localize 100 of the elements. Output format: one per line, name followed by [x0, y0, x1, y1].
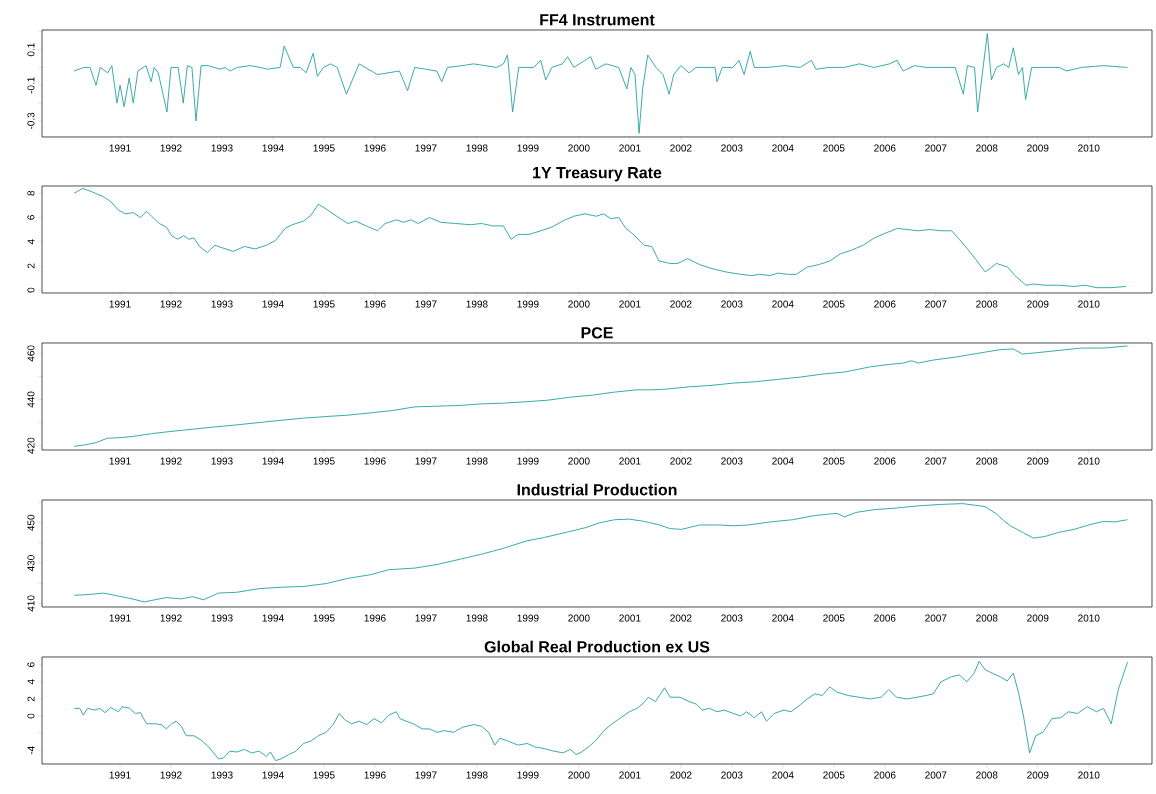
y-tick-label: 410 — [27, 595, 35, 612]
x-tick-label: 2005 — [823, 771, 845, 779]
x-tick-label: 1999 — [517, 144, 539, 152]
x-tick-label: 1991 — [109, 144, 131, 152]
y-tick-label: 4 — [27, 239, 35, 245]
x-tick-label: 2009 — [1027, 300, 1049, 308]
x-tick-label: 1997 — [415, 457, 437, 465]
x-tick-label: 1991 — [109, 300, 131, 308]
x-tick-label: 1997 — [415, 771, 437, 779]
x-tick-label: 2000 — [568, 771, 590, 779]
x-tick-label: 1998 — [466, 771, 488, 779]
x-tick-label: 2000 — [568, 300, 590, 308]
x-tick-label: 2010 — [1078, 614, 1100, 622]
x-tick-label: 2009 — [1027, 614, 1049, 622]
x-tick-label: 1997 — [415, 300, 437, 308]
chart-title: FF4 Instrument — [540, 14, 655, 26]
x-tick-label: 2009 — [1027, 144, 1049, 152]
x-tick-label: 1997 — [415, 614, 437, 622]
x-tick-label: 1993 — [211, 300, 233, 308]
x-tick-label: 2004 — [772, 614, 794, 622]
x-tick-label: 2000 — [568, 457, 590, 465]
x-tick-label: 2004 — [772, 457, 794, 465]
x-tick-label: 1994 — [262, 457, 284, 465]
x-tick-label: 2004 — [772, 144, 794, 152]
x-tick-label: 2002 — [670, 457, 692, 465]
y-tick-label: 6 — [27, 215, 35, 220]
x-tick-label: 1992 — [160, 144, 182, 152]
x-tick-label: 2008 — [976, 144, 998, 152]
x-tick-label: 1992 — [160, 614, 182, 622]
x-tick-label: 1992 — [160, 300, 182, 308]
x-tick-label: 1998 — [466, 144, 488, 152]
chart-title: PCE — [581, 327, 613, 339]
x-tick-label: 1998 — [466, 614, 488, 622]
x-tick-label: 1997 — [415, 144, 437, 152]
y-tick-label: 8 — [27, 190, 35, 196]
x-tick-label: 1999 — [517, 457, 539, 465]
x-tick-label: 2007 — [925, 457, 947, 465]
x-tick-label: 1992 — [160, 771, 182, 779]
chart-title: Industrial Production — [517, 483, 677, 496]
x-tick-label: 2004 — [772, 771, 794, 779]
x-tick-label: 1991 — [109, 457, 131, 465]
x-tick-label: 1991 — [109, 771, 131, 779]
x-tick-label: 2007 — [925, 614, 947, 622]
x-tick-label: 2006 — [874, 614, 896, 622]
y-tick-label: 450 — [27, 514, 35, 531]
x-tick-label: 2009 — [1027, 457, 1049, 465]
x-tick-label: 1995 — [313, 614, 335, 622]
y-tick-label: 430 — [27, 555, 35, 572]
x-tick-label: 2005 — [823, 457, 845, 465]
x-tick-label: 1996 — [364, 457, 386, 465]
x-tick-label: 1991 — [109, 614, 131, 622]
x-tick-label: 1993 — [211, 771, 233, 779]
x-tick-label: 2006 — [874, 457, 896, 465]
x-tick-label: 2005 — [823, 300, 845, 308]
line-series — [73, 660, 1128, 762]
x-tick-label: 2001 — [619, 144, 641, 152]
x-tick-label: 2007 — [925, 144, 947, 152]
x-tick-label: 2008 — [976, 457, 998, 465]
y-tick-label: -0.1 — [27, 77, 35, 94]
x-tick-label: 1996 — [364, 614, 386, 622]
x-tick-label: 2002 — [670, 771, 692, 779]
line-series — [73, 503, 1128, 603]
x-tick-label: 1994 — [262, 144, 284, 152]
y-tick-label: 6 — [27, 662, 35, 667]
x-tick-label: 1994 — [262, 300, 284, 308]
x-tick-label: 1995 — [313, 144, 335, 152]
x-tick-label: 1995 — [313, 457, 335, 465]
x-tick-label: 1999 — [517, 771, 539, 779]
y-tick-label: 0 — [27, 713, 35, 719]
x-tick-label: 2003 — [721, 771, 743, 779]
x-tick-label: 1993 — [211, 457, 233, 465]
y-tick-label: 0.1 — [27, 43, 35, 57]
x-tick-label: 1992 — [160, 457, 182, 465]
x-tick-label: 2007 — [925, 300, 947, 308]
x-tick-label: 2008 — [976, 771, 998, 779]
x-tick-label: 2001 — [619, 457, 641, 465]
x-tick-label: 2010 — [1078, 144, 1100, 152]
x-tick-label: 2003 — [721, 144, 743, 152]
x-tick-label: 2005 — [823, 614, 845, 622]
x-tick-label: 2008 — [976, 300, 998, 308]
x-tick-label: 1999 — [517, 300, 539, 308]
x-tick-label: 1998 — [466, 457, 488, 465]
x-tick-label: 1993 — [211, 614, 233, 622]
x-tick-label: 2010 — [1078, 300, 1100, 308]
x-tick-label: 2000 — [568, 144, 590, 152]
x-tick-label: 2010 — [1078, 771, 1100, 779]
x-tick-label: 2009 — [1027, 771, 1049, 779]
x-tick-label: 2004 — [772, 300, 794, 308]
chart-title: 1Y Treasury Rate — [533, 167, 662, 182]
x-tick-label: 2008 — [976, 614, 998, 622]
x-tick-label: 2001 — [619, 300, 641, 308]
y-tick-label: 460 — [27, 345, 35, 362]
x-tick-label: 2003 — [721, 300, 743, 308]
x-tick-label: 1994 — [262, 614, 284, 622]
x-tick-label: 2003 — [721, 614, 743, 622]
x-tick-label: 2002 — [670, 300, 692, 308]
x-tick-label: 2006 — [874, 771, 896, 779]
x-tick-label: 1995 — [313, 300, 335, 308]
line-series — [73, 345, 1128, 447]
x-tick-label: 2001 — [619, 771, 641, 779]
